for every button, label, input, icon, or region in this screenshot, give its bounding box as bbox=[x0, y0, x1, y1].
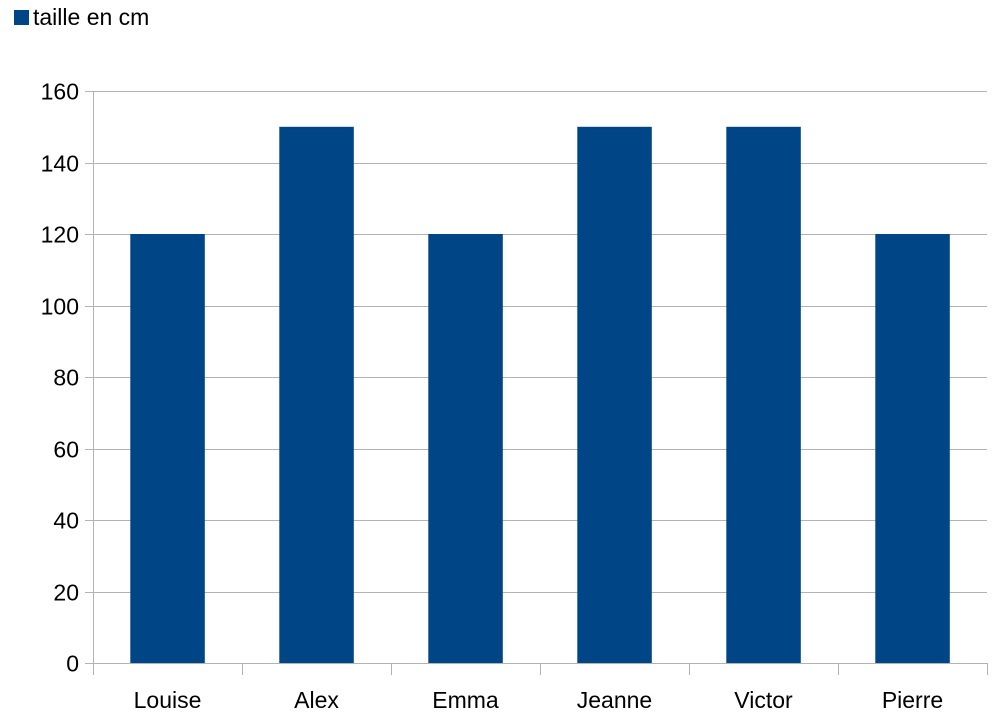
y-tick-label: 60 bbox=[53, 437, 79, 463]
x-tick-label: Victor bbox=[734, 687, 793, 713]
y-tick-label: 20 bbox=[53, 580, 79, 606]
legend-swatch bbox=[14, 10, 29, 25]
y-tick-label: 40 bbox=[53, 508, 79, 534]
y-tick-labels: 0 20 40 60 80 100 120 140 160 bbox=[41, 79, 79, 677]
legend-label: taille en cm bbox=[33, 4, 149, 30]
axes bbox=[85, 91, 988, 675]
x-tick-label: Alex bbox=[294, 687, 339, 713]
bars bbox=[130, 126, 950, 664]
y-tick-label: 80 bbox=[53, 365, 79, 391]
bar-victor bbox=[726, 126, 801, 664]
x-tick-labels: Louise Alex Emma Jeanne Victor Pierre bbox=[134, 687, 944, 713]
y-tick-label: 140 bbox=[41, 151, 79, 177]
bar-emma bbox=[428, 234, 503, 663]
bar-louise bbox=[130, 234, 205, 663]
legend: taille en cm bbox=[14, 4, 149, 30]
x-tick-label: Louise bbox=[134, 687, 202, 713]
bar-pierre bbox=[875, 234, 950, 663]
x-tick-label: Jeanne bbox=[577, 687, 652, 713]
y-tick-label: 120 bbox=[41, 222, 79, 248]
grid-lines bbox=[93, 91, 987, 593]
y-tick-label: 0 bbox=[66, 651, 79, 677]
bar-alex bbox=[279, 126, 354, 664]
y-tick-label: 100 bbox=[41, 294, 79, 320]
bar-jeanne bbox=[577, 126, 652, 664]
y-tick-label: 160 bbox=[41, 79, 79, 105]
x-tick-label: Pierre bbox=[882, 687, 943, 713]
x-tick-label: Emma bbox=[432, 687, 499, 713]
